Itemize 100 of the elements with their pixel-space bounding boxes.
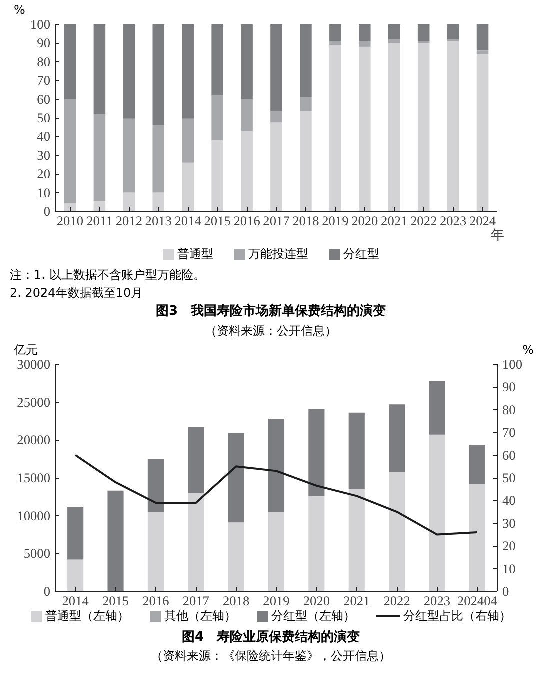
y-axis-title: 亿元 [14, 342, 38, 358]
y-tick-label: 80 [37, 54, 51, 70]
bar [447, 41, 460, 212]
bar [330, 24, 342, 42]
bar [182, 118, 194, 163]
text: 2. 2024年数据截至10月 [10, 285, 144, 302]
bar [241, 99, 253, 132]
legend-label: 其他（左轴） [164, 608, 236, 622]
bar [148, 458, 164, 512]
legend-label: 分红型占比（右轴） [402, 608, 512, 622]
y2-tick-label: 40 [502, 492, 516, 508]
y-tick-label: 30 [37, 148, 51, 163]
x-tick-label: 2023 [440, 214, 467, 228]
y2-tick-label: 10 [502, 560, 516, 576]
legend-label: 普通型（左轴） [44, 608, 130, 622]
y-tick-label: 10000 [17, 508, 51, 523]
bar [348, 488, 365, 591]
legend-label: 万能投连型 [248, 247, 308, 261]
bar [152, 192, 165, 212]
bar [418, 43, 430, 212]
y-tick-label: 60 [37, 92, 51, 107]
bar [241, 24, 253, 100]
text: 图4 寿险业原保费结构的演变 [182, 628, 360, 646]
bar [389, 404, 406, 472]
bar [68, 507, 84, 560]
y2-tick-label: 30 [502, 515, 516, 530]
x-tick-label: 2020 [352, 214, 379, 228]
bar [388, 43, 400, 212]
bar [359, 24, 371, 42]
line-series [74, 454, 478, 536]
bar [123, 118, 136, 193]
x-tick-label: 2022 [384, 593, 410, 608]
y-tick-label: 0 [44, 584, 51, 598]
bar [418, 24, 430, 42]
y-tick-label: 5000 [24, 546, 51, 561]
bar [188, 426, 204, 493]
bar [64, 24, 76, 100]
y2-tick-label: 90 [502, 379, 516, 394]
bar [182, 24, 194, 119]
y-tick-label: 90 [37, 36, 51, 51]
bar [388, 39, 400, 44]
x-tick-label: 2016 [234, 214, 261, 228]
bar [94, 201, 106, 212]
legend-label: 普通型 [176, 247, 214, 261]
y2-tick-label: 100 [502, 356, 523, 372]
bar [300, 97, 312, 112]
bar [330, 41, 342, 46]
x-tick-label: 2014 [62, 593, 90, 608]
text: 图3 我国寿险市场新单保费结构的演变 [156, 302, 386, 321]
bar [447, 24, 460, 40]
bar [388, 24, 400, 40]
x-tick-label: 2014 [174, 214, 202, 228]
y2-tick-label: 50 [502, 470, 516, 485]
bar [152, 125, 165, 193]
bar [212, 140, 224, 212]
bar [228, 432, 244, 522]
y-tick-label: 70 [37, 73, 51, 88]
x-tick-label: 2021 [381, 214, 408, 228]
bar [270, 122, 282, 212]
x-tick-label: 2011 [86, 214, 113, 228]
bar [389, 471, 406, 591]
x-tick-label: 202404 [457, 593, 498, 608]
bar [228, 522, 244, 591]
x-axis-title: 年 [491, 228, 504, 244]
bar [108, 490, 124, 591]
y2-tick-label: 0 [502, 584, 510, 598]
bar [182, 162, 194, 212]
x-tick-label: 2016 [142, 593, 170, 608]
y-tick-label: 20 [37, 166, 51, 182]
bar [94, 114, 106, 202]
text: （资料来源：《保险统计年鉴》，公开信息） [151, 648, 391, 665]
y-tick-label: 25000 [17, 394, 51, 410]
x-tick-label: 2015 [102, 593, 130, 608]
y-axis-title: % [14, 2, 26, 19]
bar [123, 24, 136, 119]
bar [212, 24, 224, 96]
x-tick-label: 2017 [182, 593, 210, 608]
y2-tick-label: 70 [502, 424, 516, 440]
y2-tick-label: 60 [502, 447, 516, 462]
y-tick-label: 30000 [17, 356, 51, 372]
bar [359, 41, 371, 47]
bar [469, 444, 486, 484]
text: 注：1. 以上数据不含账户型万能险。 [10, 267, 206, 284]
x-tick-label: 2022 [410, 214, 438, 228]
bar [359, 46, 371, 212]
x-tick-label: 2021 [344, 593, 370, 608]
bar [270, 24, 282, 112]
y2-tick-label: 20 [502, 538, 516, 554]
y-tick-label: 15000 [17, 470, 51, 485]
bar [152, 24, 165, 126]
legend-label: 分红型（左轴） [270, 608, 356, 622]
y2-axis-title: % [522, 342, 534, 358]
y2-tick-label: 80 [502, 402, 516, 417]
y-tick-label: 20000 [17, 432, 51, 448]
bar [268, 512, 285, 591]
x-tick-label: 2024 [469, 214, 496, 228]
bar [476, 54, 489, 212]
x-tick-label: 2018 [222, 593, 250, 608]
bar [188, 492, 204, 591]
bar [300, 111, 312, 212]
